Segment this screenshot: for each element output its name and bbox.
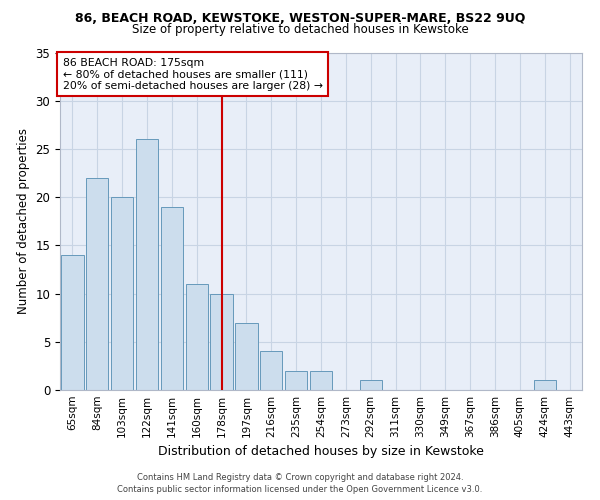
Text: 86, BEACH ROAD, KEWSTOKE, WESTON-SUPER-MARE, BS22 9UQ: 86, BEACH ROAD, KEWSTOKE, WESTON-SUPER-M…	[75, 12, 525, 26]
Bar	[111, 197, 133, 390]
Bar	[161, 207, 183, 390]
Text: Contains HM Land Registry data © Crown copyright and database right 2024.
Contai: Contains HM Land Registry data © Crown c…	[118, 472, 482, 494]
Text: 86 BEACH ROAD: 175sqm
← 80% of detached houses are smaller (111)
20% of semi-det: 86 BEACH ROAD: 175sqm ← 80% of detached …	[62, 58, 323, 91]
Bar	[533, 380, 556, 390]
Bar	[285, 370, 307, 390]
Bar	[61, 255, 83, 390]
Bar	[185, 284, 208, 390]
Bar	[235, 322, 257, 390]
Bar	[136, 140, 158, 390]
Bar	[211, 294, 233, 390]
Text: Size of property relative to detached houses in Kewstoke: Size of property relative to detached ho…	[131, 22, 469, 36]
Bar	[310, 370, 332, 390]
Y-axis label: Number of detached properties: Number of detached properties	[17, 128, 30, 314]
X-axis label: Distribution of detached houses by size in Kewstoke: Distribution of detached houses by size …	[158, 446, 484, 458]
Bar	[359, 380, 382, 390]
Bar	[86, 178, 109, 390]
Bar	[260, 352, 283, 390]
